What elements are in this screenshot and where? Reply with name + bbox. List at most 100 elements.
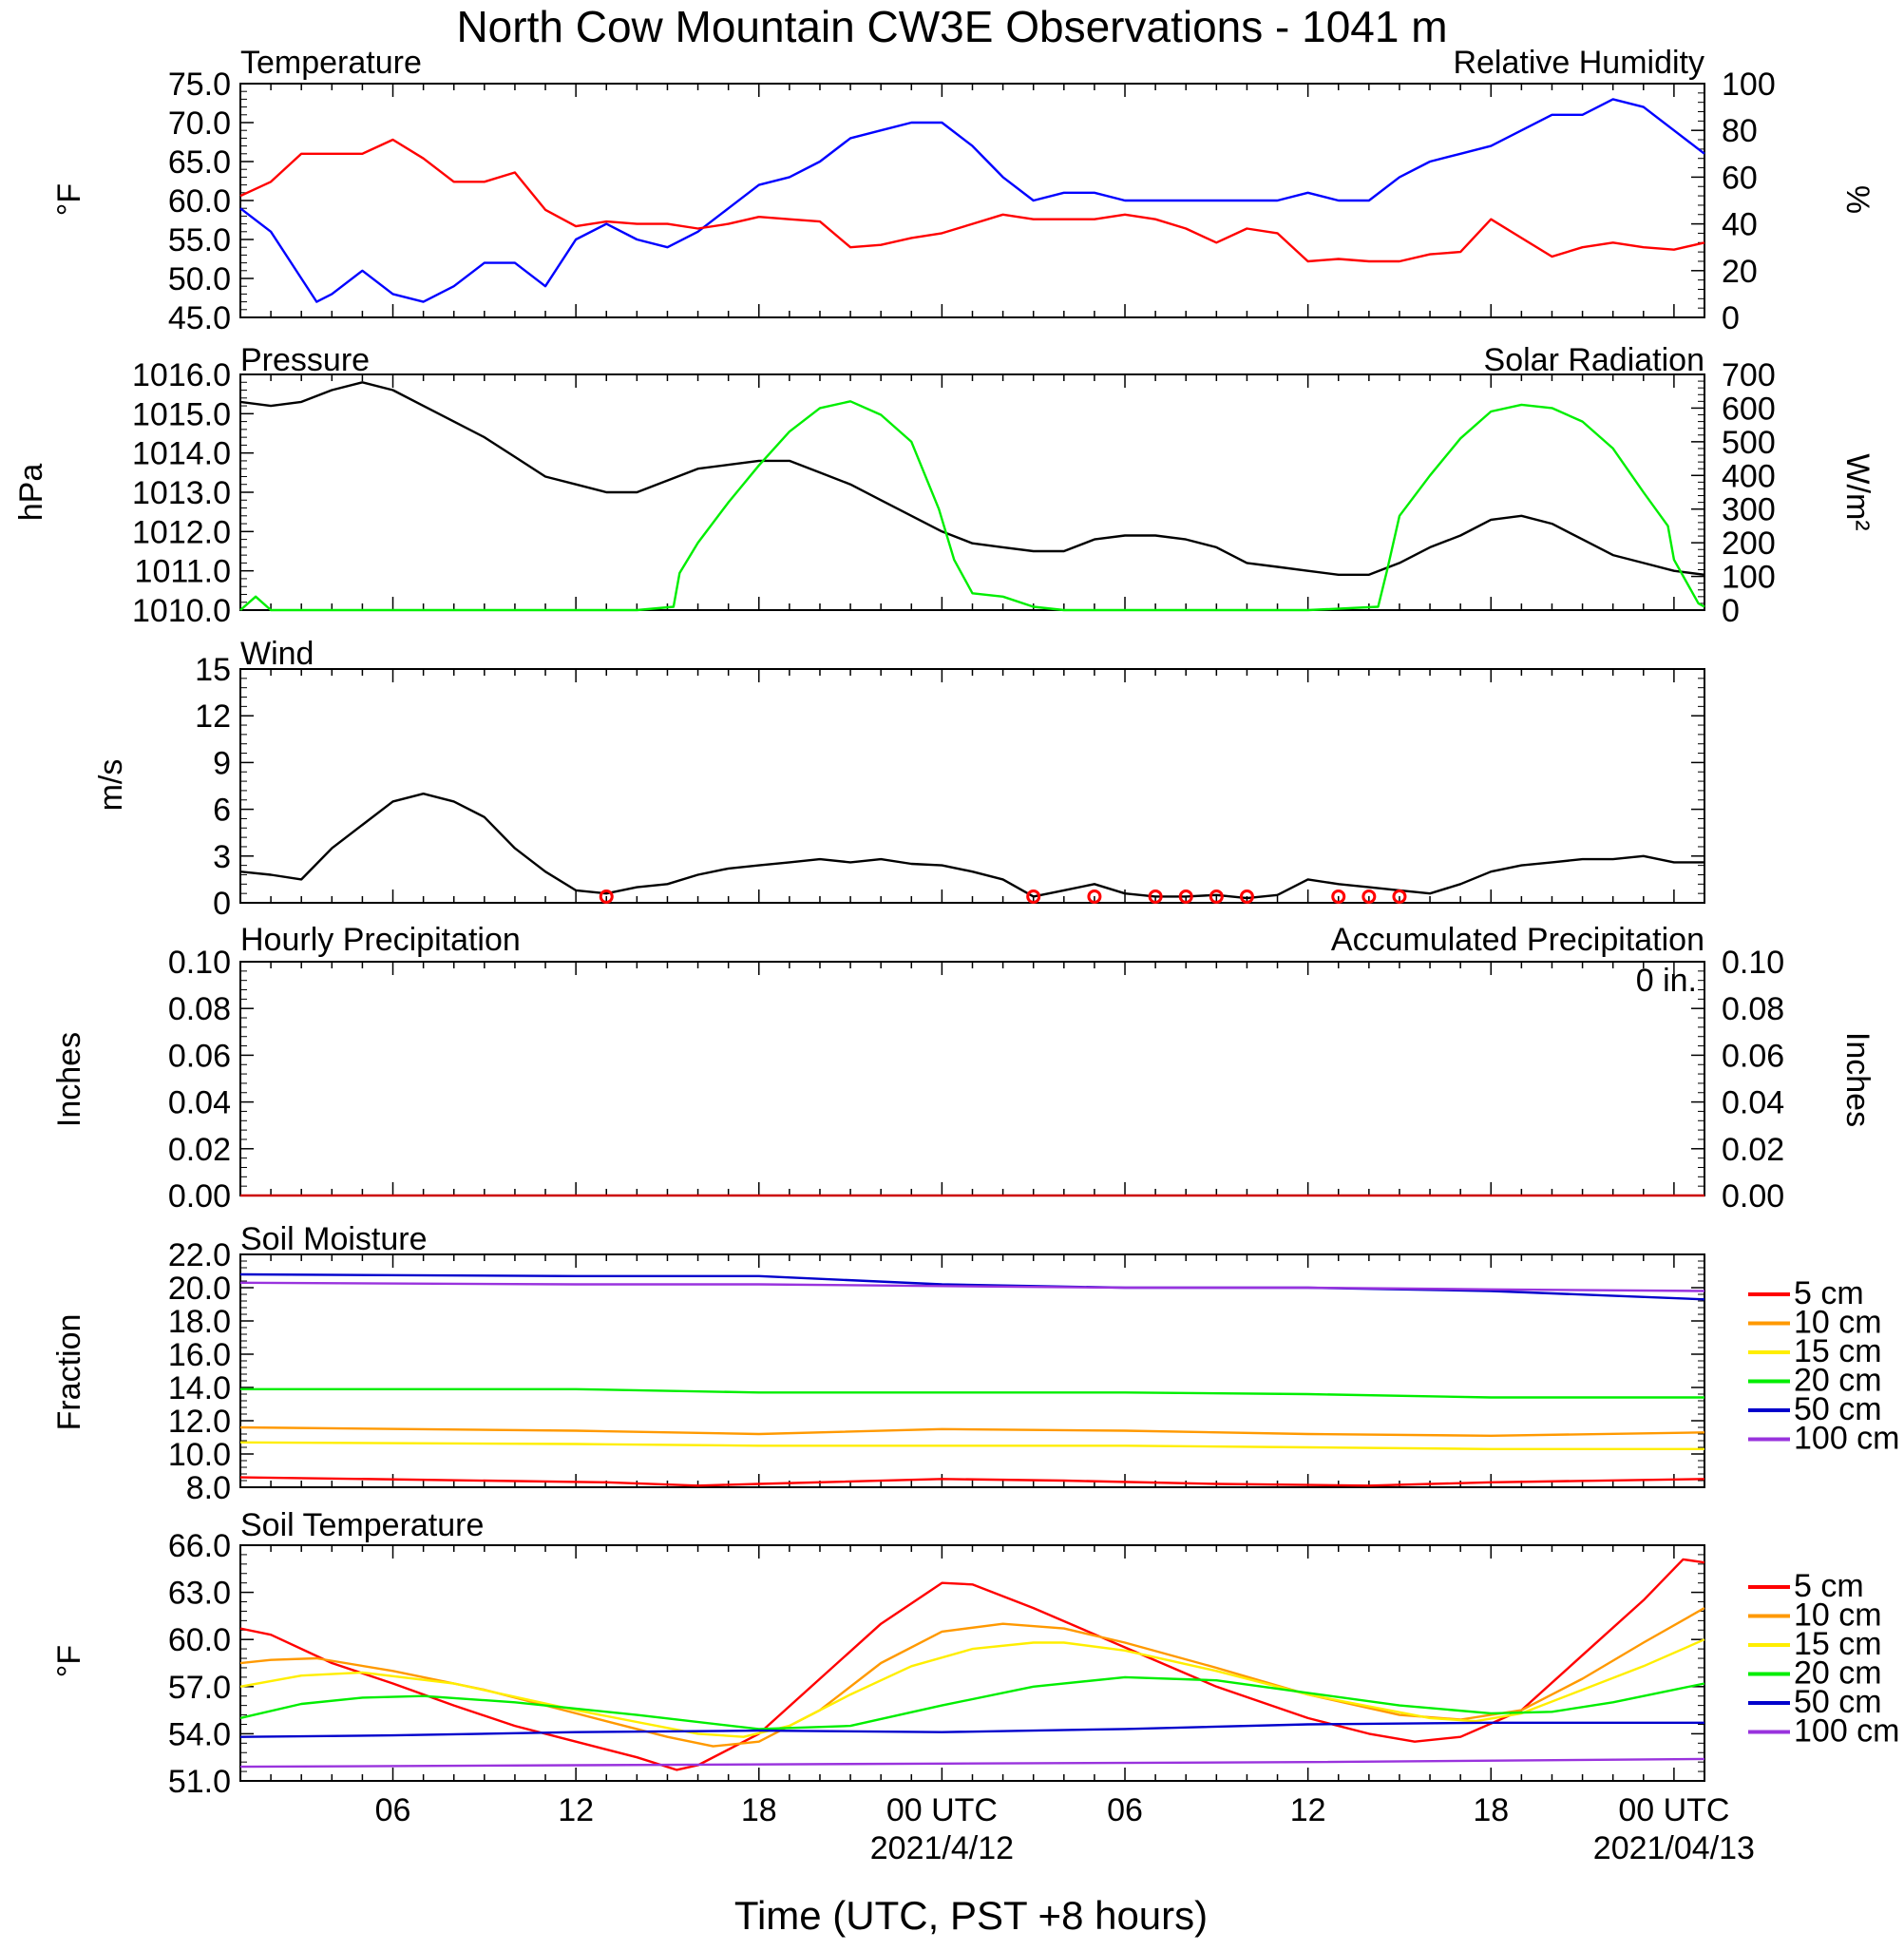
y-tick-label-left: 12 — [195, 698, 231, 735]
y-tick-label-right: 0.06 — [1722, 1038, 1784, 1074]
y-tick-label-left: 1010.0 — [132, 593, 231, 629]
y-tick-label-left: 20.0 — [168, 1271, 231, 1307]
calm-wind-marker — [1087, 889, 1102, 904]
calm-wind-marker — [1178, 889, 1193, 904]
y-tick-label-left: 3 — [213, 839, 231, 875]
legend-label: 10 cm — [1794, 1597, 1882, 1634]
calm-wind-marker — [1148, 889, 1163, 904]
y-tick-label-left: 0.06 — [168, 1038, 231, 1074]
y-tick-label-right: 0.04 — [1722, 1085, 1784, 1121]
x-tick-label: 18 — [741, 1792, 777, 1828]
y-tick-label-right: 0.10 — [1722, 945, 1784, 981]
soil_moisture-series-1 — [239, 1425, 1705, 1438]
calm-wind-marker — [1209, 889, 1224, 904]
temperature-title: Temperature — [240, 45, 422, 81]
pressure_solar-frame — [239, 373, 1705, 611]
calm-wind-marker — [599, 889, 614, 904]
y-tick-label-left: 50.0 — [168, 261, 231, 297]
y-tick-label-left: 16.0 — [168, 1337, 231, 1373]
legend-label: 100 cm — [1794, 1421, 1900, 1457]
y-tick-label-right: 0.02 — [1722, 1132, 1784, 1168]
y-tick-label-left: 8.0 — [186, 1470, 231, 1506]
humidity-title: Relative Humidity — [1453, 45, 1704, 81]
y-tick-label-left: 0.02 — [168, 1132, 231, 1168]
hourly-precip-title: Hourly Precipitation — [240, 922, 521, 958]
y-tick-label-left: 51.0 — [168, 1764, 231, 1800]
soil-temperature-title: Soil Temperature — [240, 1507, 484, 1543]
calm-wind-marker — [1392, 889, 1407, 904]
pressure_solar-series-0 — [239, 381, 1705, 576]
soil_moisture-series-0 — [239, 1476, 1705, 1487]
soil-moisture-panel: Soil Moisture Fraction 8.010.012.014.016… — [51, 1221, 1900, 1506]
x-tick-label: 00 UTC — [1618, 1792, 1729, 1828]
y-tick-label-right: 80 — [1722, 113, 1758, 149]
temp_rh-series-1 — [239, 138, 1705, 263]
y-tick-label-left: 63.0 — [168, 1576, 231, 1612]
legend-label: 20 cm — [1794, 1363, 1882, 1399]
y-tick-label-left: 66.0 — [168, 1528, 231, 1564]
y-tick-label-right: 500 — [1722, 425, 1776, 461]
x-tick-date-label: 2021/4/12 — [870, 1830, 1014, 1866]
x-tick-label: 00 UTC — [886, 1792, 998, 1828]
y-tick-label-right: 20 — [1722, 254, 1758, 290]
y-tick-label-left: 9 — [213, 745, 231, 781]
soil-moisture-title: Soil Moisture — [240, 1221, 428, 1257]
y-tick-label-left: 1013.0 — [132, 475, 231, 511]
wind-panel: Wind m/s 0 3 6 9 12 15 — [93, 636, 1705, 922]
x-tick-date-label: 2021/04/13 — [1593, 1830, 1755, 1866]
soil_moisture-series-3 — [240, 1387, 1704, 1399]
y-tick-label-right: 40 — [1722, 207, 1758, 243]
pressure_solar-series-1 — [239, 400, 1705, 612]
y-tick-label-right: 400 — [1722, 458, 1776, 494]
y-tick-label-left: 55.0 — [168, 222, 231, 258]
legend-label: 50 cm — [1794, 1684, 1882, 1720]
y-tick-label-left: 6 — [213, 793, 231, 829]
y-tick-label-right: 100 — [1722, 67, 1776, 103]
y-tick-label-right: 100 — [1722, 560, 1776, 596]
y-tick-label-right: 0.00 — [1722, 1178, 1784, 1215]
legend-label: 20 cm — [1794, 1655, 1882, 1692]
hourly-precip-axis-label: Inches — [51, 1032, 87, 1127]
y-tick-label-left: 0.10 — [168, 945, 231, 981]
y-tick-label-left: 1016.0 — [132, 357, 231, 393]
legend-label: 10 cm — [1794, 1305, 1882, 1341]
y-tick-label-left: 70.0 — [168, 105, 231, 142]
y-tick-label-left: 0 — [213, 886, 231, 922]
y-tick-label-right: 0.08 — [1722, 991, 1784, 1027]
precip-frame — [239, 961, 1705, 1196]
soil_moisture-series-2 — [239, 1441, 1704, 1451]
accum-precip-axis-label: Inches — [1839, 1032, 1875, 1127]
y-tick-label-right: 0 — [1722, 300, 1740, 336]
calm-wind-marker — [1361, 889, 1377, 904]
legend-label: 15 cm — [1794, 1333, 1882, 1369]
soil_temperature-series-4 — [239, 1721, 1704, 1738]
legend-label: 100 cm — [1794, 1713, 1900, 1750]
y-tick-label-left: 18.0 — [168, 1304, 231, 1340]
temperature-humidity-panel: Temperature Relative Humidity °F % 45.05… — [51, 45, 1875, 336]
wind-series-0 — [239, 793, 1704, 900]
pressure-solar-panel: Pressure Solar Radiation hPa W/m² 1010.0… — [13, 342, 1875, 629]
legend-label: 15 cm — [1794, 1626, 1882, 1662]
y-tick-label-left: 1014.0 — [132, 436, 231, 472]
soil_temperature-series-0 — [239, 1558, 1705, 1771]
wind-title: Wind — [240, 636, 314, 672]
y-tick-label-left: 60.0 — [168, 183, 231, 220]
y-tick-label-left: 0.04 — [168, 1085, 231, 1121]
solar-title: Solar Radiation — [1484, 342, 1704, 378]
x-tick-label: 12 — [1290, 1792, 1326, 1828]
legend-label: 50 cm — [1794, 1391, 1882, 1427]
y-tick-label-right: 300 — [1722, 492, 1776, 528]
y-tick-label-left: 1012.0 — [132, 514, 231, 550]
calm-wind-marker — [1239, 889, 1254, 904]
x-tick-label: 18 — [1473, 1792, 1509, 1828]
soil_temperature-frame — [239, 1544, 1705, 1782]
accum-precip-title: Accumulated Precipitation — [1331, 922, 1704, 958]
y-tick-label-left: 1015.0 — [132, 396, 231, 432]
y-tick-label-right: 700 — [1722, 357, 1776, 393]
y-tick-label-left: 15 — [195, 652, 231, 688]
y-tick-label-left: 57.0 — [168, 1670, 231, 1706]
wind-frame — [239, 668, 1705, 904]
y-tick-label-left: 12.0 — [168, 1404, 231, 1440]
soil_temperature-series-3 — [239, 1675, 1705, 1731]
y-tick-label-left: 54.0 — [168, 1716, 231, 1752]
